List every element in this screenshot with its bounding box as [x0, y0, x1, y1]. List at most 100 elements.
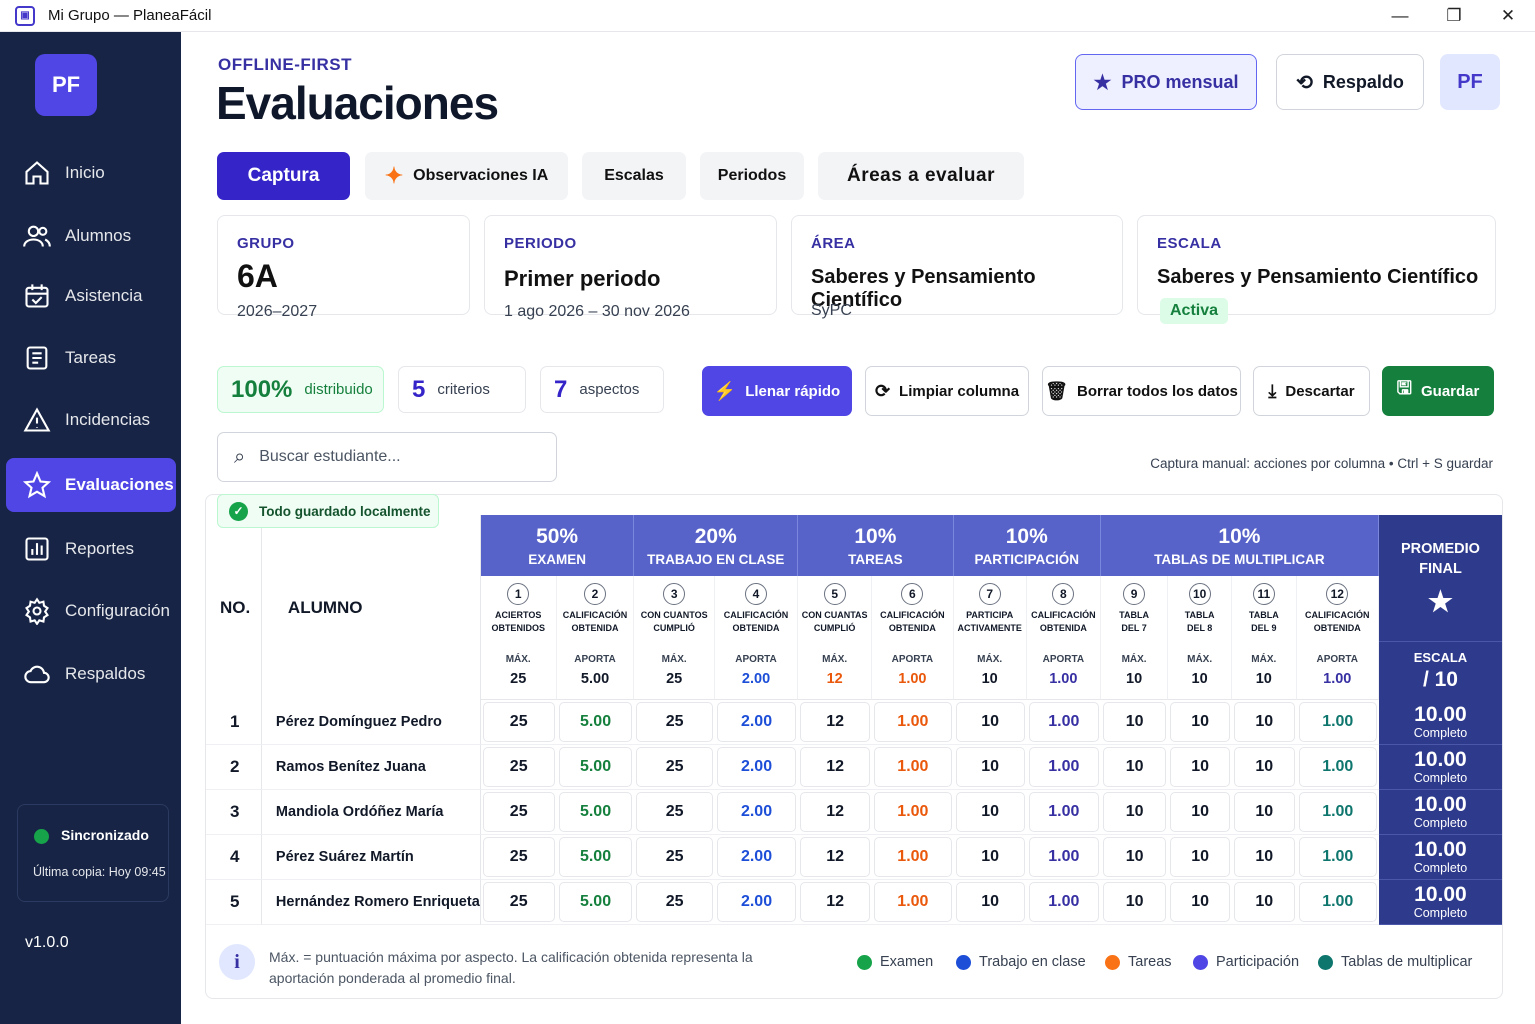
- grade-cell[interactable]: 25: [636, 702, 713, 742]
- search-input[interactable]: [259, 448, 520, 466]
- aspect-header[interactable]: 8 CALIFICACIÓN OBTENIDA: [1026, 576, 1101, 642]
- grade-cell[interactable]: 12: [800, 702, 871, 742]
- app-logo[interactable]: PF: [35, 54, 97, 116]
- minimize-icon[interactable]: —: [1391, 6, 1409, 25]
- grade-cell[interactable]: 2.00: [716, 882, 797, 922]
- sidebar-item-evaluaciones[interactable]: Evaluaciones: [6, 458, 176, 512]
- sidebar-item-reportes[interactable]: Reportes: [6, 522, 176, 576]
- tab-observaciones-ia[interactable]: ✦ Observaciones IA: [365, 152, 568, 200]
- grade-cell[interactable]: 2.00: [716, 792, 797, 832]
- aspect-header[interactable]: 7 PARTICIPA ACTIVAMENTE: [953, 576, 1027, 642]
- aspect-header[interactable]: 10 TABLA DEL 8: [1168, 576, 1232, 642]
- grade-cell[interactable]: 10: [1233, 792, 1295, 832]
- student-search[interactable]: ⌕: [217, 432, 557, 482]
- sidebar-item-respaldos[interactable]: Respaldos: [6, 647, 176, 701]
- grade-cell[interactable]: 10: [955, 747, 1025, 787]
- backup-button[interactable]: ⟲ Respaldo: [1276, 54, 1424, 110]
- grade-cell[interactable]: 10: [1233, 702, 1295, 742]
- aspect-header[interactable]: 11 TABLA DEL 9: [1231, 576, 1297, 642]
- grade-cell[interactable]: 5.00: [558, 882, 633, 922]
- sidebar-item-configuracion[interactable]: Configuración: [6, 584, 176, 638]
- aspect-header[interactable]: 9 TABLA DEL 7: [1100, 576, 1169, 642]
- grade-cell[interactable]: 10: [955, 882, 1025, 922]
- grade-cell[interactable]: 1.00: [874, 792, 952, 832]
- grade-cell[interactable]: 1.00: [1028, 882, 1099, 922]
- aspect-header[interactable]: 1 ACIERTOS OBTENIDOS: [480, 576, 557, 642]
- quick-fill-button[interactable]: ⚡ Llenar rápido: [702, 366, 852, 416]
- delete-all-button[interactable]: 🗑 Borrar todos los datos: [1042, 366, 1241, 416]
- discard-button[interactable]: ⤓ Descartar: [1253, 366, 1370, 416]
- grade-cell[interactable]: 10: [955, 837, 1025, 877]
- aspect-header[interactable]: 12 CALIFICACIÓN OBTENIDA: [1296, 576, 1379, 642]
- grade-cell[interactable]: 10: [1170, 882, 1230, 922]
- grade-cell[interactable]: 1.00: [874, 882, 952, 922]
- grade-cell[interactable]: 2.00: [716, 747, 797, 787]
- grade-cell[interactable]: 1.00: [1298, 882, 1377, 922]
- grade-cell[interactable]: 10: [1102, 837, 1167, 877]
- grade-cell[interactable]: 12: [800, 837, 871, 877]
- tab-periodos[interactable]: Periodos: [700, 152, 804, 200]
- grade-cell[interactable]: 12: [800, 882, 871, 922]
- maximize-icon[interactable]: ❐: [1446, 6, 1462, 25]
- grade-cell[interactable]: 1.00: [1028, 837, 1099, 877]
- aspect-header[interactable]: 2 CALIFICACIÓN OBTENIDA: [556, 576, 635, 642]
- grade-cell[interactable]: 1.00: [874, 702, 952, 742]
- grade-cell[interactable]: 1.00: [1028, 702, 1099, 742]
- grade-cell[interactable]: 5.00: [558, 702, 633, 742]
- grade-cell[interactable]: 25: [482, 702, 555, 742]
- close-icon[interactable]: ✕: [1500, 6, 1516, 25]
- tab-areas-a-evaluar[interactable]: Áreas a evaluar: [818, 152, 1024, 200]
- grade-cell[interactable]: 25: [636, 792, 713, 832]
- grade-cell[interactable]: 10: [955, 792, 1025, 832]
- aspect-header[interactable]: 3 CON CUANTOS CUMPLIÓ: [634, 576, 715, 642]
- pro-plan-button[interactable]: ★ PRO mensual: [1075, 54, 1257, 110]
- grade-cell[interactable]: 1.00: [874, 837, 952, 877]
- grade-cell[interactable]: 2.00: [716, 837, 797, 877]
- grade-cell[interactable]: 10: [1170, 702, 1230, 742]
- grade-cell[interactable]: 25: [482, 837, 555, 877]
- grade-cell[interactable]: 1.00: [1298, 702, 1377, 742]
- grade-cell[interactable]: 12: [800, 747, 871, 787]
- grade-cell[interactable]: 10: [1233, 837, 1295, 877]
- grade-cell[interactable]: 25: [636, 882, 713, 922]
- grade-cell[interactable]: 10: [1102, 792, 1167, 832]
- grade-cell[interactable]: 25: [636, 747, 713, 787]
- grade-cell[interactable]: 5.00: [558, 837, 633, 877]
- grade-cell[interactable]: 25: [482, 792, 555, 832]
- grade-cell[interactable]: 10: [1170, 837, 1230, 877]
- grade-cell[interactable]: 10: [1102, 882, 1167, 922]
- grade-cell[interactable]: 10: [1102, 702, 1167, 742]
- grade-cell[interactable]: 1.00: [874, 747, 952, 787]
- tab-captura[interactable]: Captura: [217, 152, 350, 200]
- grade-cell[interactable]: 10: [955, 702, 1025, 742]
- grade-cell[interactable]: 10: [1233, 747, 1295, 787]
- grade-cell[interactable]: 1.00: [1028, 792, 1099, 832]
- grade-cell[interactable]: 5.00: [558, 747, 633, 787]
- sidebar-item-alumnos[interactable]: Alumnos: [6, 209, 176, 263]
- grade-cell[interactable]: 25: [482, 747, 555, 787]
- sidebar-item-tareas[interactable]: Tareas: [6, 331, 176, 385]
- grade-cell[interactable]: 1.00: [1298, 747, 1377, 787]
- grade-cell[interactable]: 25: [482, 882, 555, 922]
- tab-escalas[interactable]: Escalas: [582, 152, 686, 200]
- aspect-header[interactable]: 4 CALIFICACIÓN OBTENIDA: [714, 576, 799, 642]
- grade-cell[interactable]: 12: [800, 792, 871, 832]
- grade-cell[interactable]: 10: [1170, 747, 1230, 787]
- save-button[interactable]: 🖫 Guardar: [1382, 366, 1494, 416]
- aspect-header[interactable]: 6 CALIFICACIÓN OBTENIDA: [872, 576, 954, 642]
- grade-cell[interactable]: 10: [1170, 792, 1230, 832]
- user-avatar[interactable]: PF: [1440, 54, 1500, 110]
- grade-cell[interactable]: 25: [636, 837, 713, 877]
- clear-column-button[interactable]: ⟳ Limpiar columna: [865, 366, 1029, 416]
- grade-cell[interactable]: 1.00: [1028, 747, 1099, 787]
- grade-cell[interactable]: 5.00: [558, 792, 633, 832]
- sidebar-item-incidencias[interactable]: Incidencias: [6, 393, 176, 447]
- grade-cell[interactable]: 10: [1102, 747, 1167, 787]
- aspect-header[interactable]: 5 CON CUANTAS CUMPLIÓ: [798, 576, 873, 642]
- grade-cell[interactable]: 10: [1233, 882, 1295, 922]
- grade-cell[interactable]: 1.00: [1298, 792, 1377, 832]
- sidebar-item-inicio[interactable]: Inicio: [6, 146, 176, 200]
- sidebar-item-asistencia[interactable]: Asistencia: [6, 269, 176, 323]
- grade-cell[interactable]: 2.00: [716, 702, 797, 742]
- grade-cell[interactable]: 1.00: [1298, 837, 1377, 877]
